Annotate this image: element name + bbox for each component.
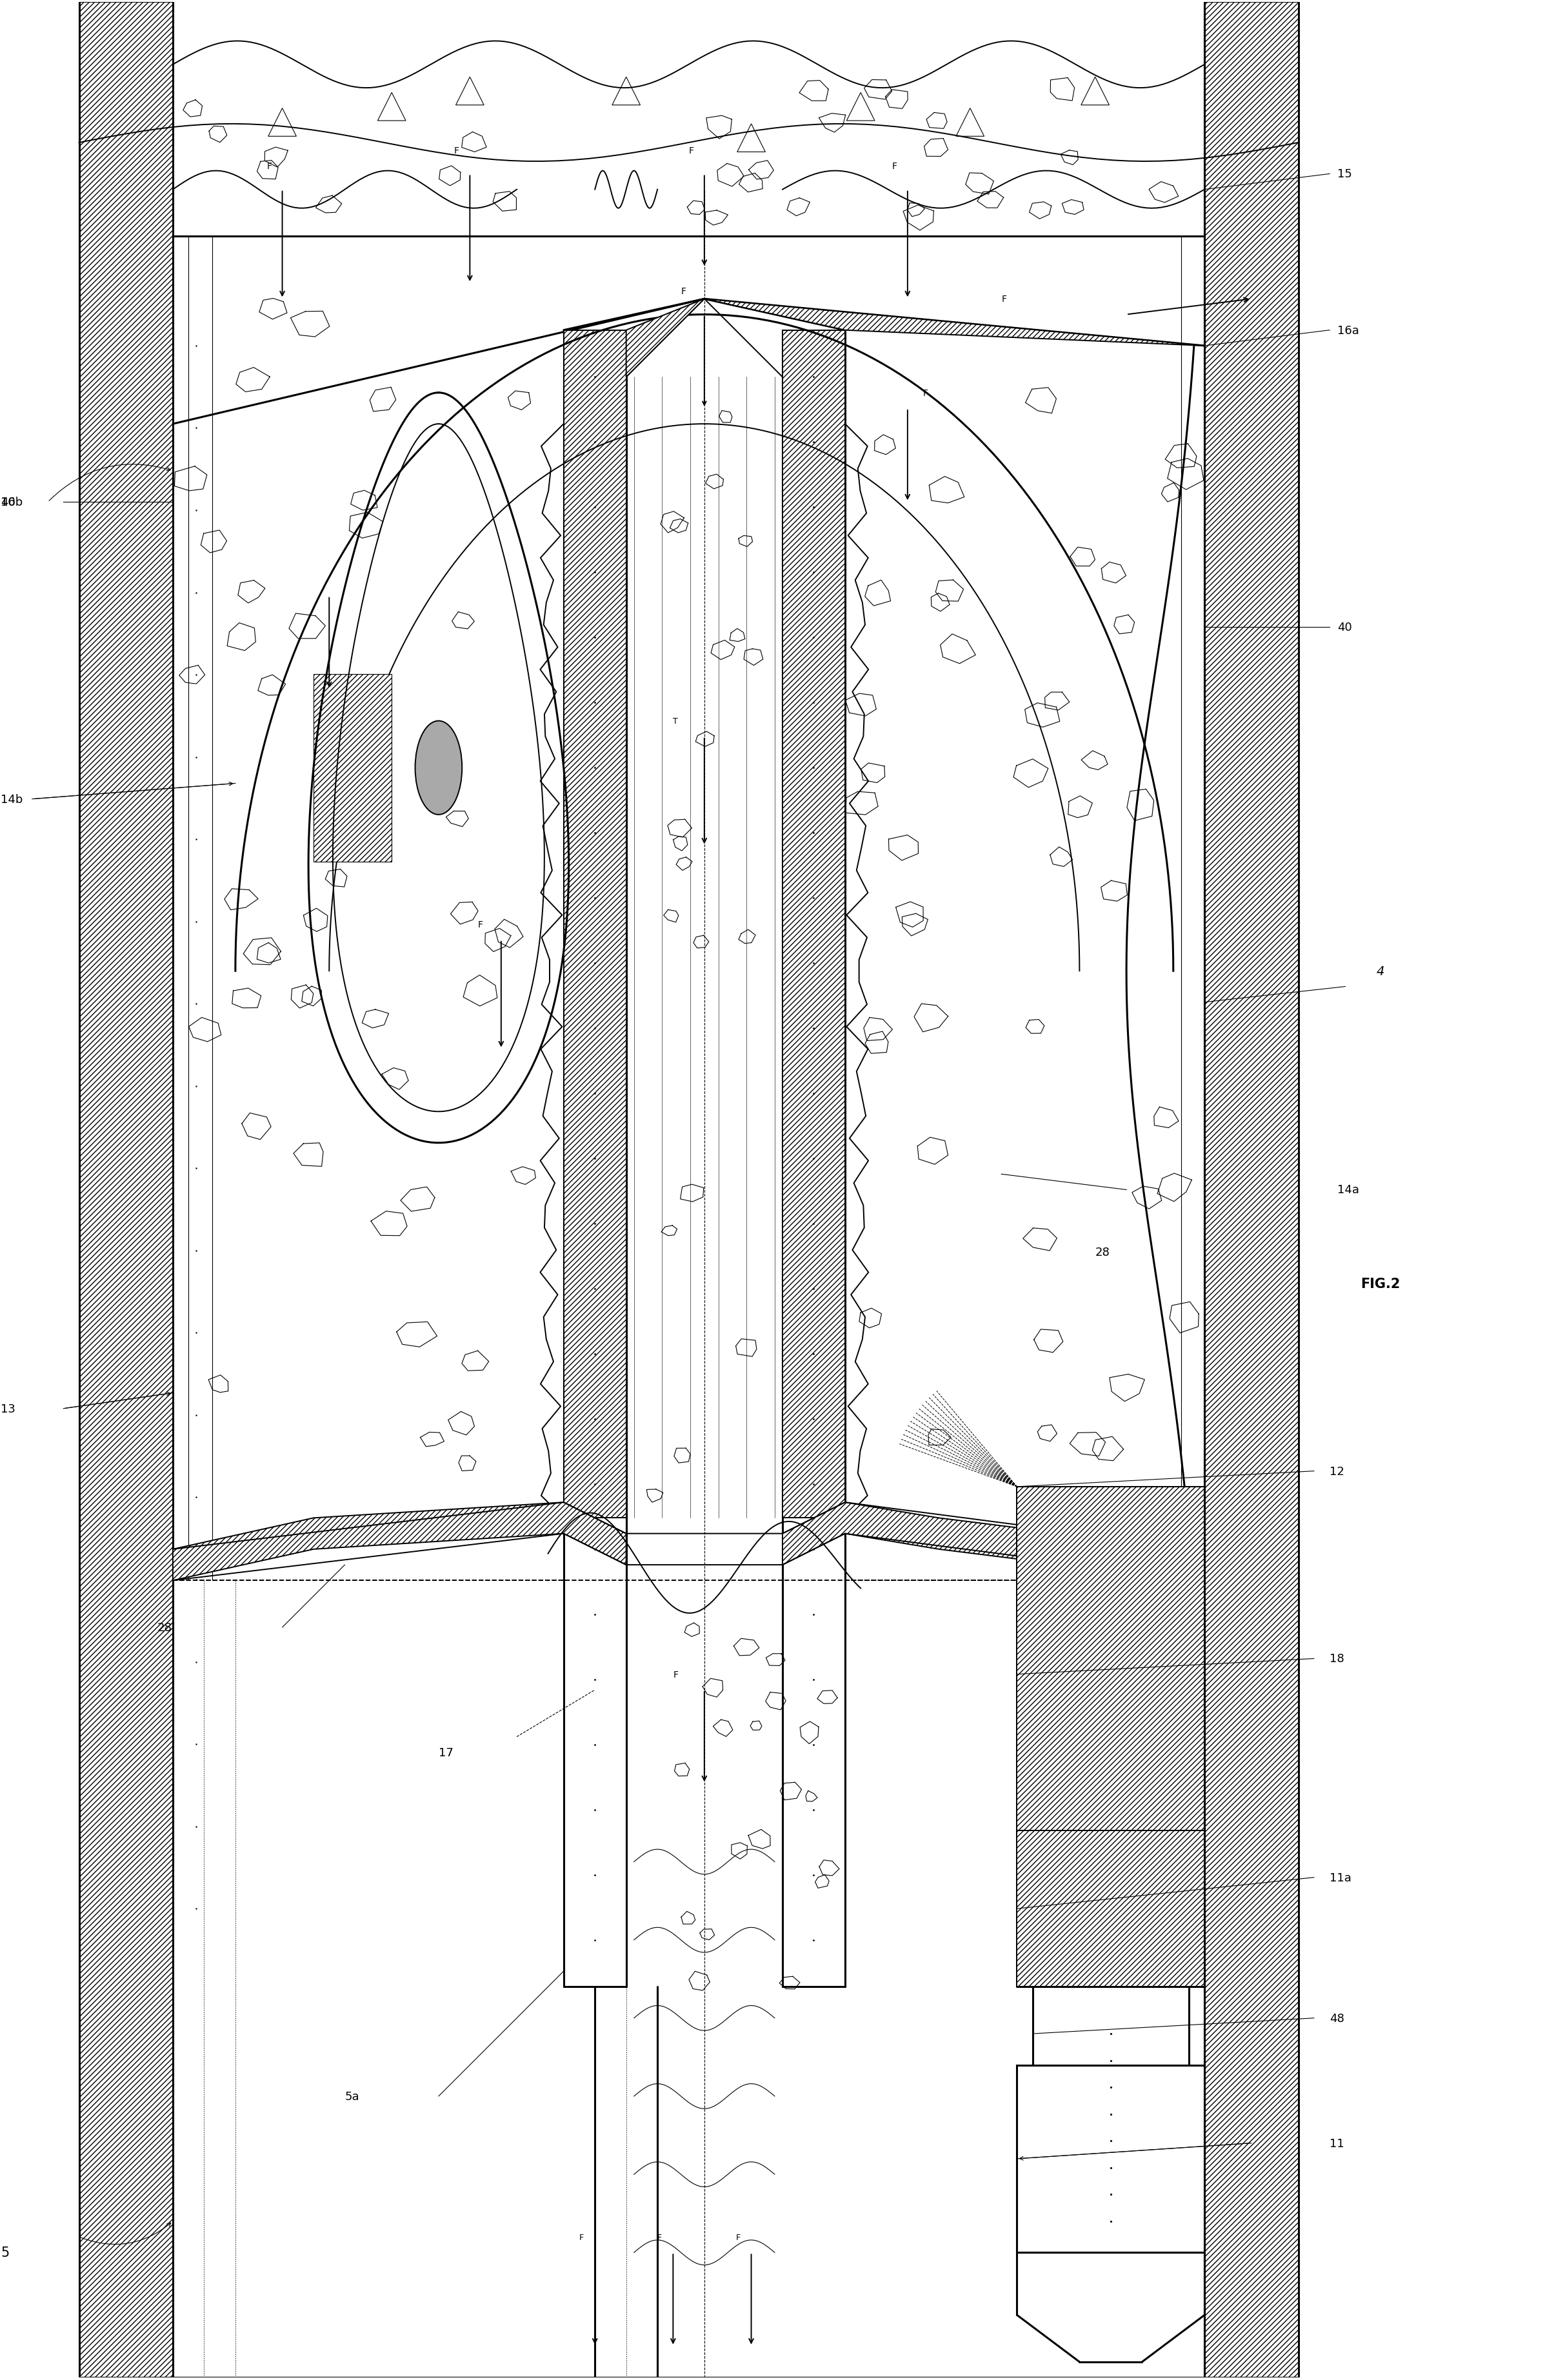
Text: F: F	[454, 148, 460, 155]
Polygon shape	[782, 1502, 1205, 1580]
Text: 18: 18	[1330, 1654, 1344, 1664]
Bar	[782, 331, 845, 1518]
Text: 5: 5	[2, 2247, 9, 2259]
Text: F: F	[681, 288, 685, 295]
Bar	[1017, 1488, 1205, 1830]
Text: 12: 12	[1330, 1466, 1344, 1478]
Bar	[563, 331, 626, 1518]
Text: 16b: 16b	[2, 497, 23, 509]
Bar	[1205, 2, 1299, 2378]
Text: F: F	[923, 388, 928, 397]
Bar	[1017, 1830, 1205, 1987]
Text: 11: 11	[1330, 2137, 1344, 2149]
Polygon shape	[704, 300, 1205, 345]
Bar	[313, 674, 391, 862]
Text: 40: 40	[2, 497, 16, 509]
Bar	[80, 2, 172, 2378]
Text: F: F	[657, 2232, 662, 2242]
Text: F: F	[1002, 295, 1006, 305]
Polygon shape	[626, 300, 704, 378]
Text: F: F	[736, 2232, 740, 2242]
Text: 28: 28	[157, 1621, 172, 1633]
Text: 13: 13	[2, 1402, 16, 1414]
Text: F: F	[673, 1671, 678, 1678]
Text: 48: 48	[1330, 2013, 1344, 2023]
Text: F: F	[477, 919, 484, 928]
Text: FIG.2: FIG.2	[1362, 1278, 1401, 1290]
Text: 28: 28	[1096, 1247, 1110, 1259]
Text: 15: 15	[1338, 169, 1352, 181]
Text: 11a: 11a	[1330, 1871, 1352, 1883]
Text: 4: 4	[1377, 966, 1385, 978]
Text: F: F	[892, 162, 897, 171]
Bar	[1017, 2066, 1205, 2251]
Polygon shape	[172, 1502, 626, 1580]
Text: F: F	[579, 2232, 584, 2242]
Text: T: T	[673, 716, 678, 726]
Text: F: F	[266, 162, 272, 171]
Text: 14b: 14b	[2, 793, 23, 804]
Text: F: F	[689, 148, 693, 155]
Text: 14a: 14a	[1338, 1185, 1360, 1195]
Text: 17: 17	[438, 1747, 454, 1759]
Ellipse shape	[415, 721, 462, 814]
Text: 40: 40	[1338, 621, 1352, 633]
Text: 5a: 5a	[344, 2090, 360, 2102]
Text: 16a: 16a	[1338, 324, 1360, 336]
